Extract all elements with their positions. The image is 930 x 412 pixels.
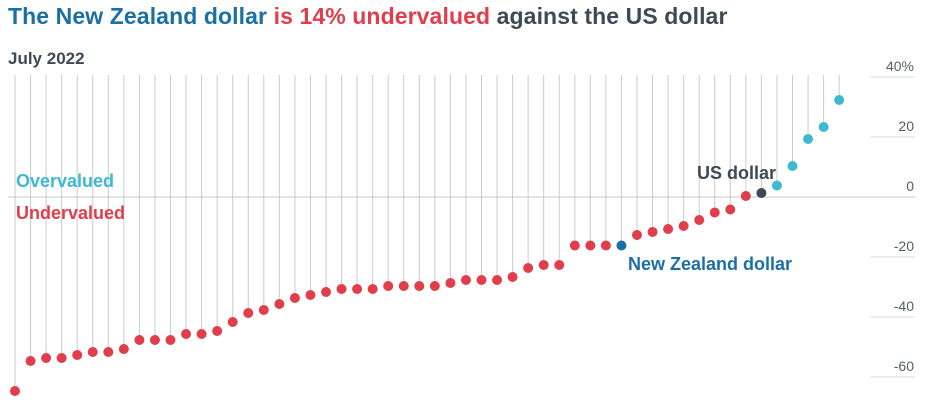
data-point: [600, 240, 611, 251]
overvalued-label: Overvalued: [16, 171, 114, 191]
undervalued-label: Undervalued: [16, 203, 125, 223]
data-point: [523, 263, 534, 273]
data-point: [445, 278, 456, 288]
data-point: [134, 335, 145, 345]
y-tick-label: 0: [906, 178, 914, 194]
data-point: [414, 281, 425, 291]
data-point: [103, 347, 114, 357]
y-tick-label: -40: [894, 298, 914, 314]
data-point: [678, 221, 689, 231]
data-point: [10, 386, 20, 396]
data-point: [460, 275, 471, 285]
data-point: [227, 317, 238, 327]
data-point: [803, 134, 814, 144]
data-point: [165, 335, 176, 345]
data-point: [476, 275, 487, 285]
data-point: [181, 329, 192, 339]
data-point: [41, 353, 52, 363]
data-point: [87, 347, 98, 357]
data-point: [740, 191, 751, 201]
data-point: [243, 308, 254, 318]
title-valuation: is 14% undervalued: [267, 3, 491, 29]
data-point: [538, 260, 549, 270]
y-tick-label: 40%: [886, 58, 914, 74]
data-point: [663, 224, 674, 234]
data-point: [585, 240, 596, 251]
data-point: [569, 240, 580, 251]
chart-subtitle: July 2022: [8, 49, 85, 68]
y-axis-ticks: 40% 20 0 -20 -40 -60: [886, 58, 914, 374]
data-point: [709, 207, 720, 218]
y-tick-label: 20: [898, 118, 914, 134]
data-point: [787, 161, 798, 171]
data-point: [398, 281, 409, 291]
stems: [14, 75, 840, 391]
data-point: [647, 227, 658, 237]
y-tick-label: -20: [894, 238, 914, 254]
data-point: [321, 287, 331, 297]
y-tick-label: -60: [894, 358, 914, 374]
data-point: [725, 204, 736, 215]
data-point: [771, 180, 782, 191]
data-point: [554, 260, 565, 270]
data-point: [149, 335, 160, 345]
data-point: [694, 215, 705, 225]
data-point: [507, 272, 518, 282]
data-point: [834, 95, 845, 105]
data-point: [274, 299, 285, 309]
nz-dollar-point: [616, 240, 627, 251]
data-point: [632, 230, 642, 240]
us-dollar-point: [756, 188, 767, 198]
data-point: [818, 122, 829, 132]
data-point: [492, 275, 503, 285]
data-point: [336, 284, 347, 294]
data-point: [72, 350, 83, 360]
data-point: [383, 281, 394, 291]
data-point: [118, 344, 129, 354]
data-points: [10, 95, 845, 396]
data-point: [212, 326, 223, 336]
data-point: [56, 353, 67, 363]
data-point: [305, 290, 316, 300]
nz-dollar-label: New Zealand dollar: [628, 254, 792, 274]
data-point: [258, 305, 269, 315]
data-point: [429, 281, 440, 291]
data-point: [289, 293, 300, 303]
title-currency: The New Zealand dollar: [8, 3, 268, 29]
annotations: Overvalued Undervalued US dollar New Zea…: [16, 163, 792, 274]
data-point: [25, 356, 36, 366]
data-point: [352, 284, 363, 294]
us-dollar-label: US dollar: [697, 163, 776, 183]
chart-title: The New Zealand dollar is 14% undervalue…: [8, 3, 728, 30]
title-rest: against the US dollar: [490, 3, 728, 29]
data-point: [367, 284, 378, 294]
data-point: [196, 329, 207, 339]
